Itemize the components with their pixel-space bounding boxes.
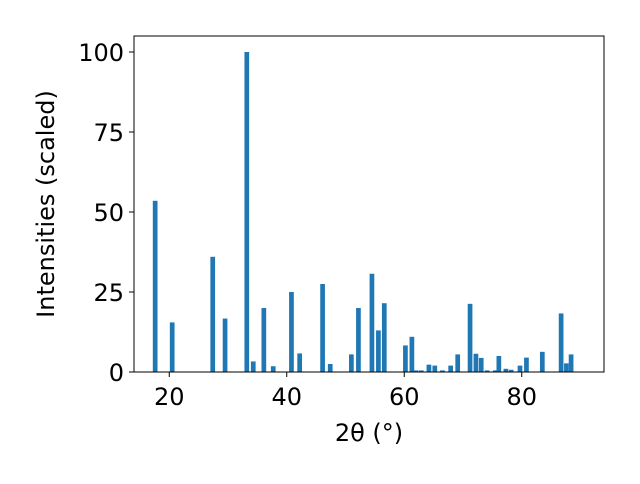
bar (210, 256, 216, 372)
plot-frame (133, 35, 605, 373)
bar (403, 345, 408, 372)
bar (381, 303, 387, 372)
bar (426, 364, 432, 372)
y-tick-label: 50 (93, 199, 124, 227)
bar (508, 369, 514, 372)
bar (169, 322, 175, 372)
bar (376, 330, 381, 372)
bar (289, 292, 294, 372)
bar (413, 370, 419, 372)
bar (524, 357, 529, 372)
bar (222, 318, 228, 372)
bar (270, 366, 276, 372)
y-tick-label: 75 (93, 119, 124, 147)
bar (418, 370, 424, 372)
bar (478, 357, 484, 372)
x-ticks-group: 20 40 60 80 (154, 372, 537, 411)
bar (448, 365, 454, 372)
bar (320, 284, 325, 372)
bar (440, 370, 445, 372)
bar (152, 200, 158, 372)
bars-group (152, 52, 574, 372)
x-tick-label: 20 (154, 383, 185, 411)
bar (568, 354, 574, 372)
bar (250, 361, 256, 372)
bar (297, 353, 303, 372)
bar (558, 313, 564, 372)
bar (455, 354, 461, 372)
bar (409, 336, 415, 372)
y-tick-label: 25 (93, 279, 124, 307)
bar (496, 356, 502, 372)
bar (517, 365, 523, 372)
bar (484, 370, 490, 372)
y-ticks-group: 0 25 50 75 100 (78, 39, 134, 387)
bar (369, 273, 375, 372)
bar (473, 353, 479, 372)
x-axis-label: 2θ (°) (335, 419, 403, 447)
bar (564, 363, 569, 372)
x-tick-label: 80 (506, 383, 537, 411)
bar (261, 308, 267, 372)
x-tick-label: 60 (389, 383, 420, 411)
bar (492, 370, 498, 372)
x-tick-label: 40 (271, 383, 302, 411)
bar (503, 368, 509, 372)
y-tick-label: 0 (109, 359, 124, 387)
y-axis-label: Intensities (scaled) (32, 90, 60, 318)
bar (432, 365, 438, 372)
bar (467, 303, 473, 372)
bar (356, 308, 361, 372)
bar (244, 52, 250, 372)
bar (327, 364, 333, 372)
bar (349, 354, 354, 372)
bar (539, 351, 545, 372)
y-tick-label: 100 (78, 39, 124, 67)
